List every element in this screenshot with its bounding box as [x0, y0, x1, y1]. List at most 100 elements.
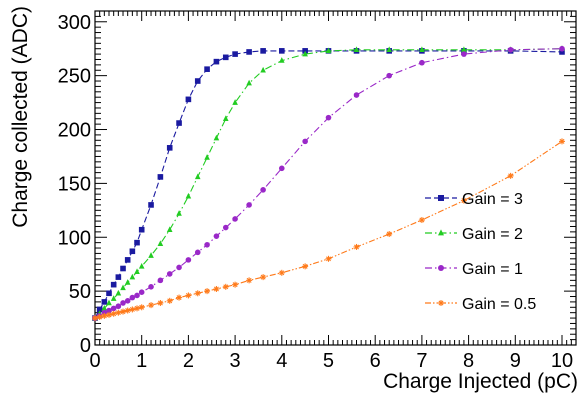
- data-point: [110, 310, 117, 317]
- legend-item: Gain = 1: [425, 261, 523, 278]
- data-point: [204, 154, 210, 160]
- data-point: [222, 224, 229, 231]
- data-point: [129, 248, 136, 255]
- data-point: [419, 46, 425, 53]
- data-point: [246, 79, 252, 86]
- data-point: [204, 66, 210, 72]
- data-point: [260, 187, 266, 193]
- x-tick-label: 0: [89, 350, 100, 372]
- data-point: [124, 298, 131, 304]
- data-point: [559, 49, 565, 55]
- data-point: [232, 51, 238, 57]
- data-point: [166, 271, 173, 277]
- data-point: [148, 252, 154, 258]
- data-point: [278, 57, 285, 63]
- data-point: [461, 51, 467, 57]
- data-point: [176, 264, 182, 271]
- data-point: [120, 265, 126, 272]
- data-point: [302, 263, 309, 270]
- series-layer: [92, 45, 565, 322]
- data-point: [461, 46, 467, 53]
- data-point: [129, 273, 136, 280]
- data-point: [460, 197, 467, 204]
- legend-label: Gain = 3: [462, 191, 523, 208]
- data-point: [278, 165, 285, 172]
- x-tick-label: 3: [230, 350, 241, 372]
- data-point: [222, 54, 229, 61]
- legend-label: Gain = 1: [462, 261, 523, 278]
- data-point: [222, 115, 229, 121]
- data-point: [185, 192, 192, 199]
- y-tick-label: 100: [58, 227, 91, 249]
- data-point: [194, 290, 201, 297]
- data-point: [148, 302, 155, 309]
- legend-item: Gain = 3: [425, 191, 523, 208]
- legend-label: Gain = 0.5: [462, 296, 536, 313]
- series-gain-1: [92, 45, 565, 321]
- data-point: [134, 239, 140, 246]
- data-point: [134, 268, 140, 274]
- data-point: [185, 292, 192, 299]
- legend-item: Gain = 2: [425, 226, 523, 243]
- data-point: [232, 99, 238, 105]
- data-point: [302, 138, 308, 145]
- x-tick-label: 7: [416, 350, 427, 372]
- data-point: [106, 307, 112, 314]
- data-point: [115, 309, 122, 316]
- data-point: [260, 48, 266, 54]
- data-point: [96, 313, 103, 320]
- y-axis-ticks: 0 50 100 150 200 250 300: [58, 10, 576, 357]
- data-point: [120, 308, 127, 315]
- data-point: [176, 210, 182, 216]
- legend-item: Gain = 0.5: [425, 296, 536, 313]
- data-point: [96, 306, 103, 313]
- data-point: [194, 78, 201, 84]
- data-point: [124, 307, 131, 314]
- x-tick-label: 6: [370, 350, 381, 372]
- data-point: [213, 233, 220, 239]
- data-point: [438, 229, 444, 236]
- data-point: [166, 226, 173, 232]
- data-point: [278, 48, 285, 54]
- data-point: [148, 202, 154, 208]
- data-point: [185, 96, 192, 103]
- x-tick-label: 2: [183, 350, 194, 372]
- x-tick-label: 10: [551, 350, 573, 372]
- x-tick-label: 1: [136, 350, 147, 372]
- series-line: [94, 48, 563, 319]
- data-point: [101, 312, 108, 319]
- x-tick-label: 5: [323, 350, 334, 372]
- data-point: [438, 265, 444, 271]
- data-point: [353, 243, 360, 250]
- data-point: [260, 66, 266, 73]
- data-point: [325, 255, 332, 262]
- data-point: [419, 59, 425, 66]
- data-point: [386, 231, 393, 238]
- y-tick-label: 250: [58, 66, 91, 88]
- data-point: [138, 226, 145, 233]
- data-point: [386, 46, 393, 53]
- x-axis-label: Charge Injected (pC): [383, 370, 578, 393]
- data-point: [166, 145, 173, 151]
- data-point: [353, 92, 360, 98]
- data-point: [138, 289, 145, 296]
- data-point: [148, 284, 154, 290]
- legend: Gain = 3 Gain = 2 Gain = 1 Gain = 0.5: [425, 191, 536, 313]
- data-point: [157, 299, 164, 306]
- data-point: [185, 257, 192, 263]
- y-tick-label: 300: [58, 12, 91, 34]
- data-point: [176, 120, 182, 126]
- data-point: [134, 305, 141, 312]
- data-point: [353, 46, 360, 53]
- series-gain-2: [92, 45, 565, 321]
- y-tick-label: 50: [69, 281, 91, 303]
- data-point: [213, 134, 220, 141]
- data-point: [438, 195, 444, 201]
- y-tick-label: 200: [58, 120, 91, 142]
- data-point: [418, 217, 425, 224]
- data-point: [101, 304, 108, 311]
- data-point: [120, 300, 126, 306]
- y-tick-label: 0: [80, 335, 91, 357]
- data-point: [213, 58, 220, 65]
- data-point: [120, 284, 126, 291]
